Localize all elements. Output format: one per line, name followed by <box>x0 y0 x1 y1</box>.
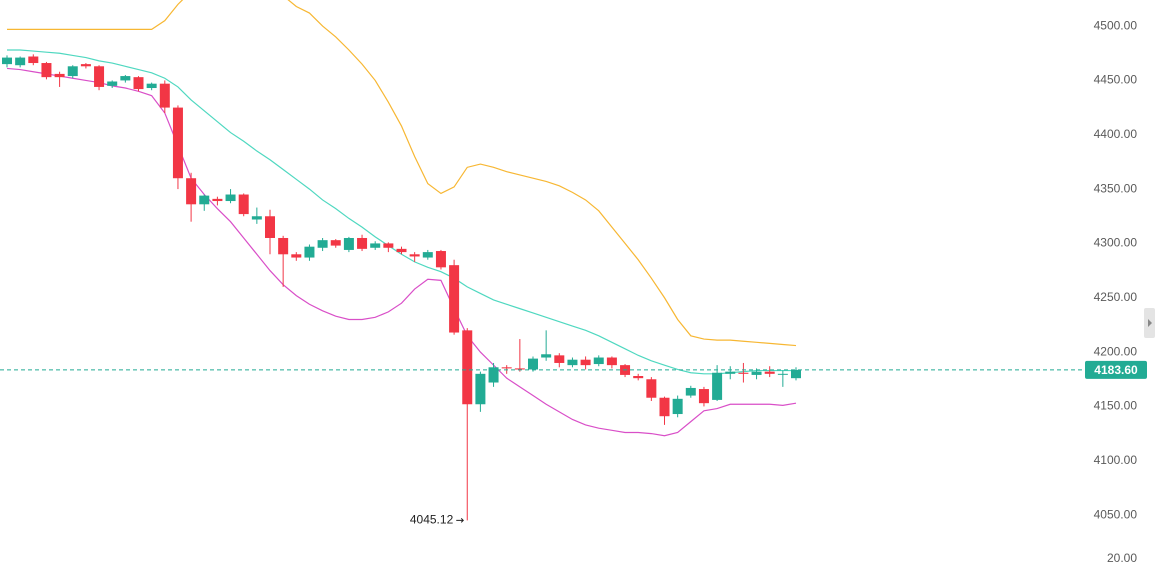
candle-body <box>28 56 39 64</box>
candle-body <box>751 371 762 375</box>
candle-body <box>501 367 512 369</box>
candle-body <box>514 368 525 370</box>
candle-body <box>633 376 644 379</box>
candle-body <box>409 254 420 257</box>
band-line <box>7 49 796 375</box>
candle-body <box>94 66 105 87</box>
low-arrow <box>456 518 464 523</box>
candle-body <box>54 73 65 78</box>
y-tick-label: 4100.00 <box>1094 453 1138 467</box>
y-tick-label: 4250.00 <box>1094 290 1138 304</box>
candle-body <box>725 371 736 374</box>
candle-body <box>462 330 473 405</box>
price-axis: 4500.00 4450.00 4400.00 4350.00 4300.00 4250.… <box>1085 18 1137 521</box>
y-tick-label: 4400.00 <box>1094 127 1138 141</box>
candle-body <box>212 198 223 202</box>
scroll-arrow <box>1148 319 1152 327</box>
candle-body <box>593 357 604 365</box>
candle-body <box>646 379 657 398</box>
candle-body <box>606 357 617 366</box>
candle-body <box>107 81 118 86</box>
candle-body <box>383 243 394 248</box>
y-tick-label: 4300.00 <box>1094 236 1138 250</box>
y-tick-label: 4350.00 <box>1094 181 1138 195</box>
candle-body <box>357 237 368 249</box>
candle-body <box>199 195 210 205</box>
candle-body <box>2 57 12 65</box>
candle-body <box>712 372 723 400</box>
y-tick-label: 4500.00 <box>1094 18 1138 32</box>
candle-body <box>370 243 381 248</box>
y-tick-label: 4050.00 <box>1094 507 1138 521</box>
candle-body <box>396 248 407 253</box>
candle-body <box>238 194 249 215</box>
candle-body <box>146 83 157 89</box>
candle-body <box>120 76 131 81</box>
candle-body <box>698 389 709 404</box>
y-tick-label: 4450.00 <box>1094 73 1138 87</box>
candle-body <box>777 373 788 375</box>
candle-body <box>330 240 341 246</box>
candle-body <box>265 216 275 238</box>
candle-body <box>567 359 578 366</box>
candle-body <box>317 240 328 248</box>
candle-body <box>291 254 302 258</box>
last-price-label: 4183.60 <box>1094 363 1138 377</box>
candle-body <box>172 107 183 179</box>
plot-area <box>0 0 1085 521</box>
candle-body <box>133 77 144 90</box>
candle-body <box>80 64 91 67</box>
candle-body <box>343 237 354 250</box>
candle-body <box>528 358 538 370</box>
candle-body <box>685 387 696 396</box>
candle-body <box>41 63 52 78</box>
candle-body <box>791 369 801 379</box>
candle-body <box>659 397 670 417</box>
band-line <box>7 0 797 347</box>
last-price-box <box>1085 360 1147 379</box>
candle-body <box>251 216 262 220</box>
candle-body <box>738 372 749 374</box>
candle-body <box>159 83 170 108</box>
candle-body <box>488 367 499 383</box>
candle-body <box>580 359 591 366</box>
candle-body <box>672 398 683 415</box>
candle-body <box>304 246 315 258</box>
volume-tick-label: 20.00 <box>1107 551 1137 564</box>
candle-body <box>554 355 565 363</box>
candle-body <box>225 194 236 202</box>
y-tick-label: 4200.00 <box>1094 344 1138 358</box>
candle-body <box>435 251 446 268</box>
low-annotation: 4045.12 <box>410 513 454 527</box>
candle-body <box>541 354 552 358</box>
candle-body <box>422 252 433 258</box>
candle-body <box>764 371 775 374</box>
candle-body <box>449 265 460 333</box>
candle-body <box>278 237 289 255</box>
y-tick-label: 4150.00 <box>1094 399 1138 413</box>
candle-body <box>186 178 197 205</box>
candle-body <box>15 57 26 66</box>
candle-body <box>475 373 486 405</box>
candle-body <box>67 66 78 77</box>
